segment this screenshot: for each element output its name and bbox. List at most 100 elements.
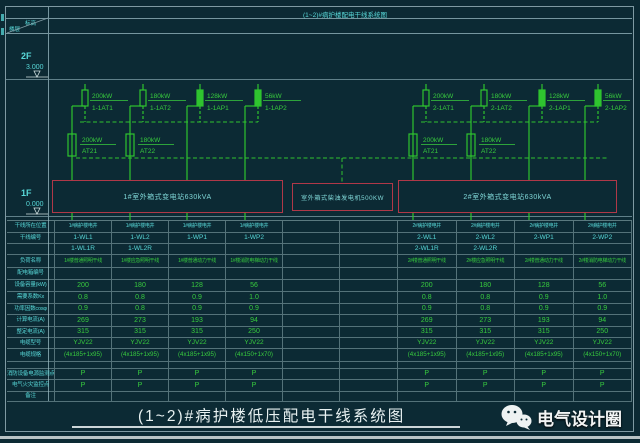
empty-cell [283,255,340,267]
row-header: 整定电流(A) [7,327,55,337]
table-cell [226,244,283,254]
table-cell: 315 [55,327,112,337]
empty-cell [283,304,340,314]
table-cell: 0.9 [515,304,574,314]
table-cell: 94 [574,315,632,326]
empty-cell [112,392,169,401]
table-cell: 0.8 [55,292,112,303]
table-cell: 1.0 [226,292,283,303]
axis-column-divider [48,7,49,401]
feeder-symbol [71,84,89,220]
empty-cell [283,380,340,391]
atse-id: AT22 [140,148,155,155]
atse-power: 180kW [140,137,161,144]
table-cell: 1-WL2 [112,233,169,243]
table-cell: P [169,380,226,391]
empty-cell [574,362,632,368]
table-cell: 0.9 [169,292,226,303]
row-header: 负荷名称 [7,255,55,267]
floor-line-1f [6,216,632,217]
feeder-power: 128kW [207,93,228,100]
empty-cell [169,392,226,401]
table-cell: (4x185+1x95) [457,349,515,361]
row-header [7,362,55,368]
table-row: 整定电流(A) 315 315 315 250 315 315 315 250 [7,327,632,338]
table-cell: 0.8 [457,292,515,303]
table-cell: 315 [515,327,574,337]
table-cell: P [112,380,169,391]
empty-cell [574,392,632,401]
table-cell: 2-WL2 [457,233,515,243]
feeder-label: 56kW 1-1AP2 [263,93,301,112]
table-cell: YJV22 [226,338,283,348]
empty-cell [340,280,398,291]
table-cell: YJV22 [457,338,515,348]
table-cell: 1#楼普通照明干线 [55,255,112,267]
empty-cell [283,362,340,368]
table-cell: 180 [457,280,515,291]
empty-cell [457,362,515,368]
table-cell: P [226,380,283,391]
feeder-id: 2-1AP2 [605,105,627,112]
feeder-id: 1-1AP1 [207,105,229,112]
table-cell: 56 [226,280,283,291]
empty-cell [340,255,398,267]
table-cell: 2-WL1 [398,233,457,243]
table-cell: 200 [55,280,112,291]
wechat-icon [501,405,532,430]
trunk-line-table: 干线所在位置 1#病护楼电井 1#病护楼电井 1#病护楼电井 1#病护楼电井 2… [7,220,632,402]
empty-cell [283,280,340,291]
floor2-name: 2F [21,51,32,61]
feeder-label: 56kW 2-1AP2 [603,93,630,112]
row-header: 干线编号 [7,233,55,243]
level-symbol-2f [26,70,48,78]
table-row: 消防设备电源监测点 P P P P P P P P [7,369,632,380]
table-row: 备注 [7,392,632,402]
table-row: 配电箱编号 [7,268,632,280]
feeder-id: 2-1AP1 [549,105,571,112]
row-header [7,244,55,254]
table-cell: 0.8 [398,292,457,303]
atse-label: 200kW AT21 180kW AT22 200kW AT21 180kW A… [80,137,515,155]
table-cell: 180 [112,280,169,291]
table-cell: 2-WP2 [574,233,632,243]
table-cell: (4x185+1x95) [112,349,169,361]
empty-cell [283,315,340,326]
table-cell: P [226,369,283,379]
table-cell: 1#楼消防电梯动力干线 [226,255,283,267]
table-row: 1-WL1R 1-WL2R 2-WL1R 2-WL2R [7,244,632,255]
feeder-id: 1-1AT2 [150,105,171,112]
table-row: 电气火灾监控点 P P P P P P P P [7,380,632,392]
table-cell: P [112,369,169,379]
table-cell: P [169,369,226,379]
table-cell: 128 [169,280,226,291]
row-header: 计算电流(A) [7,315,55,326]
margin-tick [1,28,4,35]
empty-cell [340,392,398,401]
table-cell [515,244,574,254]
row-header: 电缆规格 [7,349,55,361]
atse-symbol [67,133,476,157]
table-cell: YJV22 [169,338,226,348]
empty-cell [226,268,283,279]
table-cell: P [55,380,112,391]
table-cell: 1-WP1 [169,233,226,243]
table-cell: 2#楼普通动力干线 [515,255,574,267]
table-cell: YJV22 [515,338,574,348]
feeder-label: 180kW 2-1AT2 [489,93,527,112]
empty-cell [574,268,632,279]
frame-line [6,18,632,19]
feeder-id: 1-1AT1 [92,105,113,112]
sheet-border [5,6,634,432]
empty-cell [112,268,169,279]
table-cell: 1-WP2 [226,233,283,243]
table-row: 干线编号 1-WL1 1-WL2 1-WP1 1-WP2 2-WL1 2-WL2… [7,233,632,244]
atse-id: AT22 [481,148,496,155]
table-cell: YJV22 [55,338,112,348]
table-cell: 315 [457,327,515,337]
row-header: 电缆型号 [7,338,55,348]
title-underline [72,426,460,428]
table-cell: 0.9 [398,304,457,314]
table-cell: 1#病护楼电井 [226,221,283,232]
